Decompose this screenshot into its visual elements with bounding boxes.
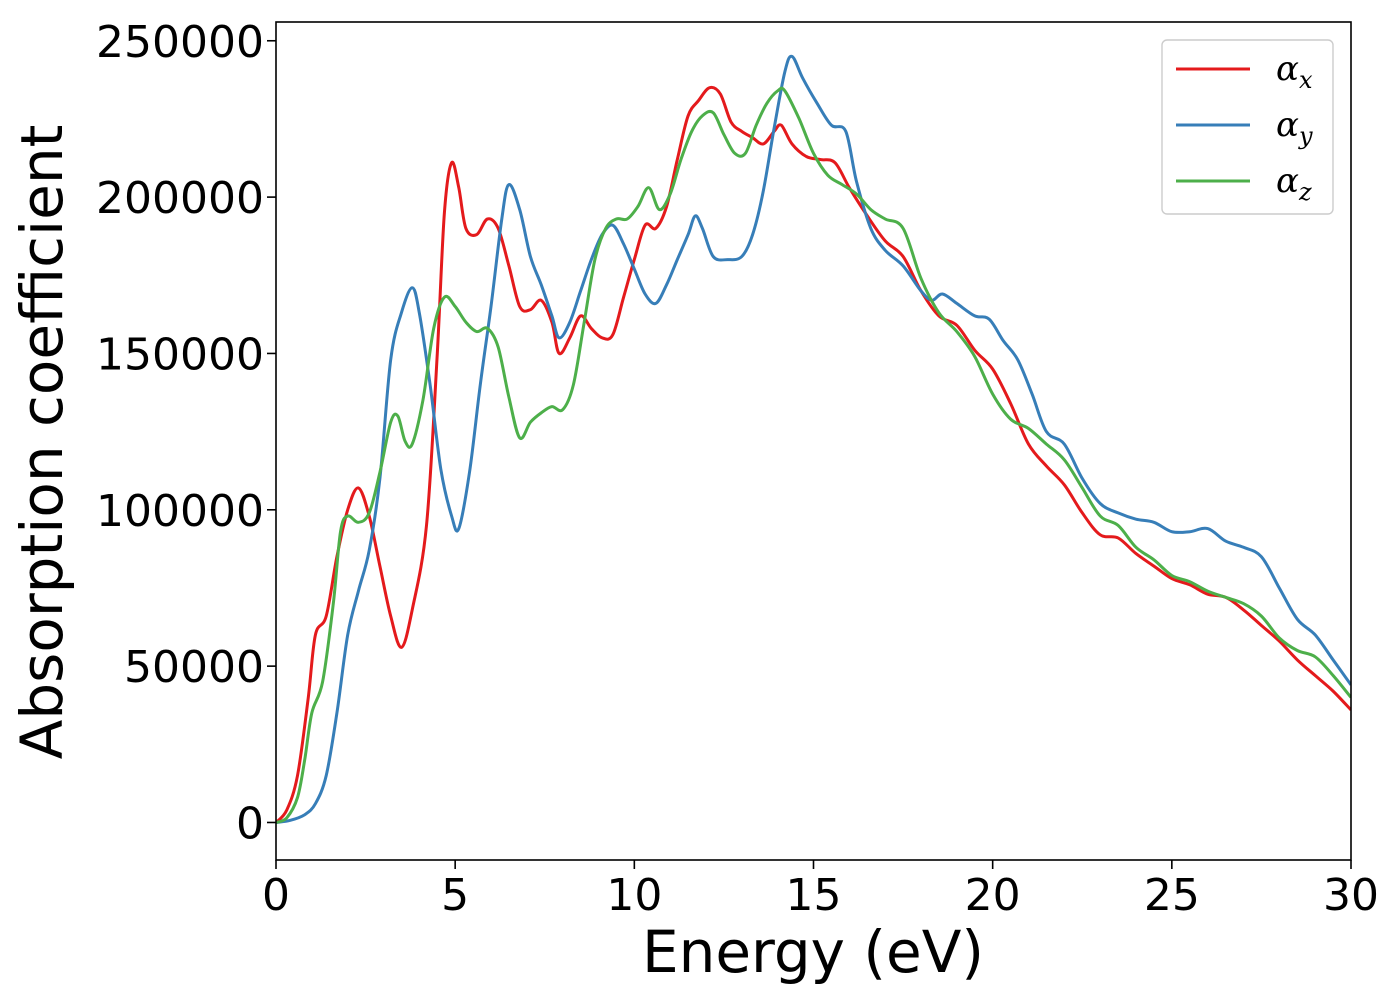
x-tick-label: 10 xyxy=(606,870,662,921)
legend: αx αy αz xyxy=(1161,39,1334,215)
y-tick-label: 200000 xyxy=(96,173,264,224)
y-tick-label: 50000 xyxy=(124,642,264,693)
series-line-alpha-y xyxy=(276,54,1351,824)
y-tick-label: 0 xyxy=(236,798,264,849)
y-tick-label: 150000 xyxy=(96,329,264,380)
y-tick-label: 250000 xyxy=(96,17,264,68)
x-tick-label: 0 xyxy=(262,870,290,921)
series-line-alpha-z xyxy=(276,86,1351,824)
axes: 0 5 10 15 20 25 30 0 50000 100000 150000 200000 2500… xyxy=(96,17,1379,921)
legend-label-alpha-y: αy xyxy=(1276,105,1313,150)
legend-label-alpha-z: αz xyxy=(1276,161,1312,206)
x-tick-label: 15 xyxy=(786,870,842,921)
x-tick-label: 25 xyxy=(1144,870,1200,921)
series-line-alpha-x xyxy=(276,85,1351,824)
x-axis-label: Energy (eV) xyxy=(642,918,984,986)
y-tick-label: 100000 xyxy=(96,486,264,537)
y-axis-label: Absorption coefficient xyxy=(8,125,76,760)
x-tick-label: 20 xyxy=(965,870,1021,921)
legend-label-alpha-x: αx xyxy=(1276,49,1313,94)
x-tick-label: 5 xyxy=(441,870,469,921)
plot-area xyxy=(276,54,1351,824)
legend-box xyxy=(1161,39,1334,215)
x-tick-label: 30 xyxy=(1323,870,1379,921)
